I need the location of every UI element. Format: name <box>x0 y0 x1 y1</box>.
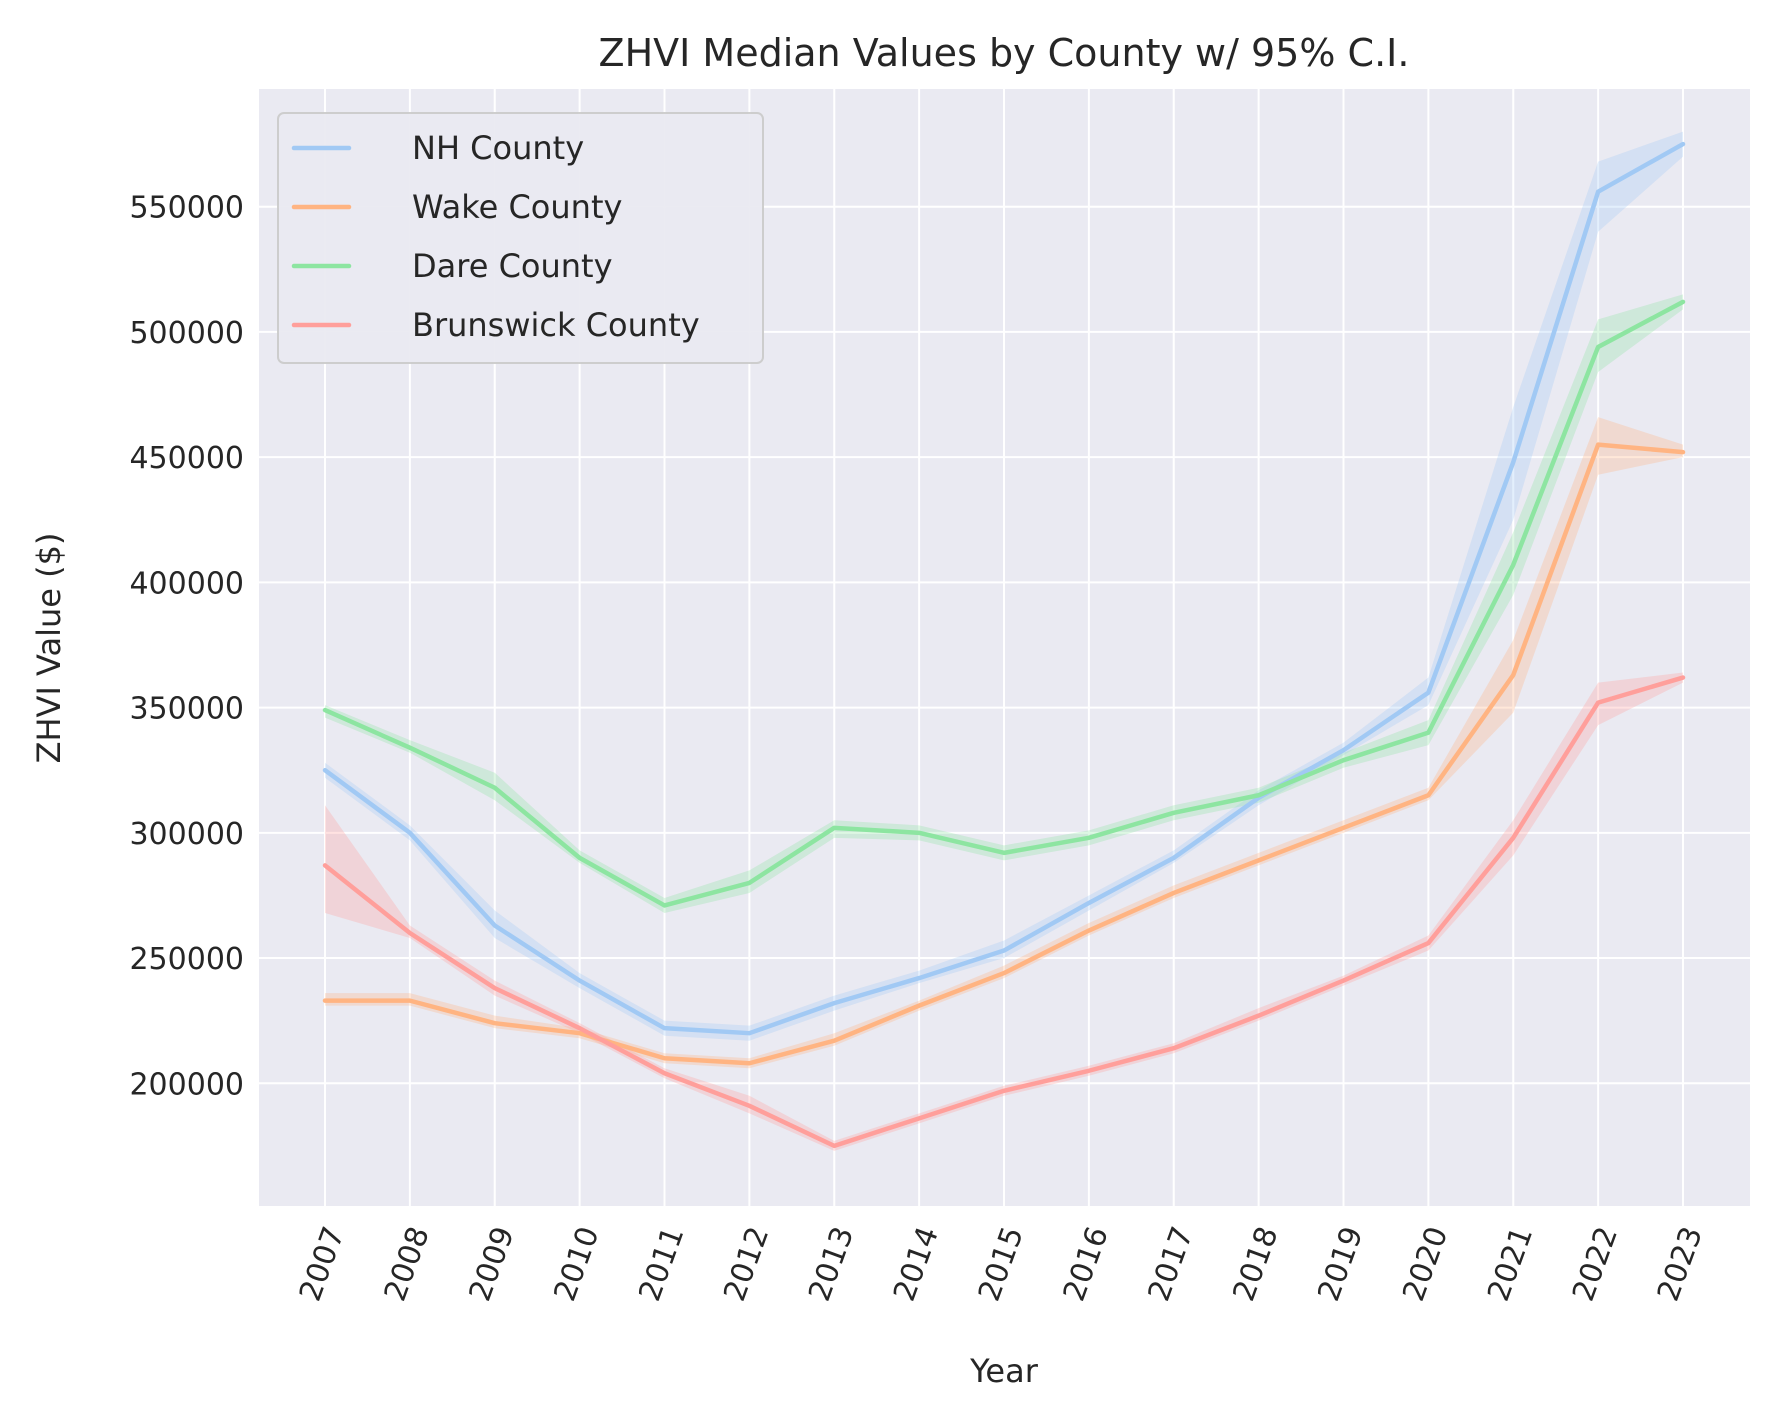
x-tick-label: 2015 <box>972 1222 1031 1306</box>
legend-label: Dare County <box>412 247 613 285</box>
x-axis-label: Year <box>969 1352 1039 1390</box>
y-tick-label: 500000 <box>129 316 244 351</box>
legend-label: Brunswick County <box>412 306 700 344</box>
x-tick-label: 2012 <box>717 1222 776 1306</box>
legend-box <box>277 112 764 364</box>
y-tick-label: 550000 <box>129 191 244 226</box>
y-tick-label: 450000 <box>129 441 244 476</box>
x-tick-label: 2008 <box>378 1222 437 1306</box>
legend: NH County Wake County Dare County Brunswick… <box>277 112 764 364</box>
x-tick-label: 2023 <box>1651 1222 1710 1306</box>
x-tick-label: 2013 <box>802 1222 861 1306</box>
chart-title: ZHVI Median Values by County w/ 95% C.I. <box>599 31 1410 75</box>
y-tick-label: 400000 <box>129 566 244 601</box>
x-tick-label: 2009 <box>463 1222 522 1306</box>
series-lines <box>322 141 1686 1149</box>
x-tick-label: 2019 <box>1311 1222 1370 1306</box>
x-tick-label: 2014 <box>887 1222 946 1306</box>
y-axis-label: ZHVI Value ($) <box>30 533 68 764</box>
x-tick-label: 2016 <box>1057 1222 1116 1306</box>
y-tick-label: 200000 <box>129 1067 244 1102</box>
x-tick-label: 2022 <box>1566 1222 1625 1306</box>
y-tick-label: 300000 <box>129 817 244 852</box>
x-tick-label: 2007 <box>293 1222 352 1306</box>
x-tick-label: 2021 <box>1481 1222 1540 1306</box>
y-tick-label: 350000 <box>129 692 244 727</box>
x-tick-label: 2010 <box>548 1222 607 1306</box>
x-tick-label: 2020 <box>1396 1222 1455 1306</box>
x-tick-label: 2017 <box>1142 1222 1201 1306</box>
x-axis-ticks: 2007 2008 2009 2010 2011 2012 2013 2014 2015 2016… <box>293 1222 1710 1306</box>
legend-label: Wake County <box>412 188 622 226</box>
x-tick-label: 2011 <box>632 1222 691 1306</box>
legend-label: NH County <box>412 129 584 167</box>
y-tick-label: 250000 <box>129 942 244 977</box>
y-axis-ticks: 200000 250000 300000 350000 400000 450000 5000… <box>129 191 244 1103</box>
x-tick-label: 2018 <box>1227 1222 1286 1306</box>
